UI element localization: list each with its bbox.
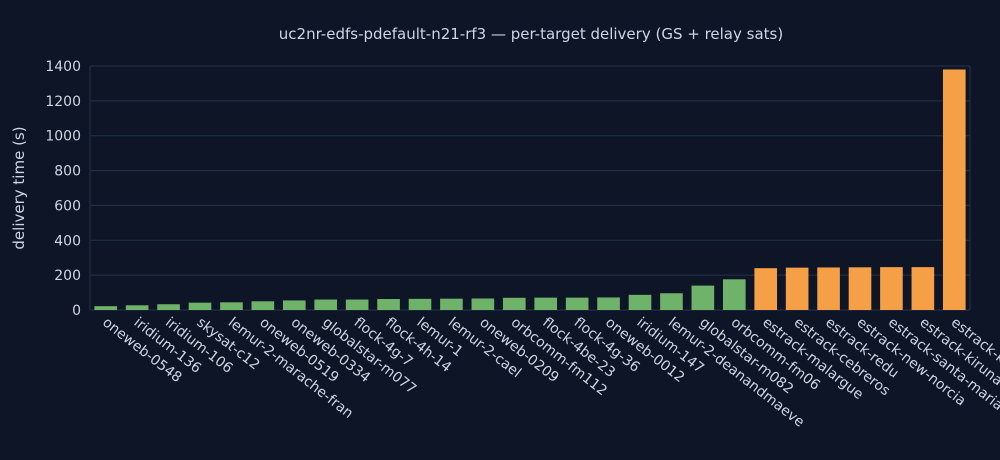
bar-flock-4be-23[interactable] (534, 297, 558, 310)
bar-orbcomm-fm112[interactable] (502, 297, 526, 310)
bar-oneweb-0334[interactable] (282, 300, 306, 310)
y-axis-label: delivery time (s) (10, 126, 28, 249)
bar-flock-4g-36[interactable] (565, 297, 589, 310)
bar-flock-4h-14[interactable] (377, 299, 400, 310)
bar-estrack-malargue[interactable] (754, 268, 778, 310)
y-tick-layer: 0 200 400 600 800 1000 1200 1400 (45, 59, 81, 319)
bar-estrack-redu[interactable] (817, 267, 840, 310)
y-tick-label: 1200 (45, 94, 81, 110)
bar-oneweb-0548[interactable] (94, 306, 118, 310)
bar-estrack-new-norcia[interactable] (848, 267, 872, 310)
bar-oneweb-0519[interactable] (251, 301, 275, 310)
y-tick-label: 400 (54, 233, 81, 249)
y-tick-label: 1400 (45, 59, 81, 75)
bar-oneweb-0209[interactable] (471, 298, 495, 310)
bar-lemur-1[interactable] (408, 298, 432, 310)
y-tick-label: 1000 (45, 129, 81, 145)
bar-lemur-2-deanandmaeve[interactable] (660, 293, 683, 310)
bar-layer (94, 69, 966, 310)
bar-iridium-147[interactable] (628, 294, 652, 310)
bar-iridium-106[interactable] (157, 304, 180, 310)
y-tick-label: 0 (72, 303, 81, 319)
bar-globalstar-m082[interactable] (691, 285, 715, 310)
y-tick-label: 600 (54, 198, 81, 214)
bar-oneweb-0012[interactable] (597, 297, 620, 310)
bar-lemur-2-marache-fran[interactable] (220, 302, 243, 310)
bar-skysat-c12[interactable] (188, 302, 212, 310)
bar-estrack-santa-maria[interactable] (880, 267, 903, 310)
grid-layer (89, 65, 971, 311)
x-tick-layer: oneweb-0548iridium-136iridium-106skysat-… (99, 315, 1000, 431)
bar-orbcomm-fm06[interactable] (722, 279, 746, 310)
bar-globalstar-m077[interactable] (314, 299, 338, 310)
bar-estrack-cebreros[interactable] (785, 267, 809, 310)
bar-estrack-kiruna[interactable] (911, 267, 935, 310)
bar-iridium-136[interactable] (125, 305, 149, 310)
y-tick-label: 200 (54, 268, 81, 284)
bar-flock-4g-7[interactable] (345, 299, 369, 310)
bar-estrack-k[interactable] (942, 69, 966, 310)
chart-title: uc2nr-edfs-pdefault-n21-rf3 — per-target… (279, 25, 783, 43)
bar-lemur-2-cael[interactable] (440, 298, 463, 310)
y-tick-label: 800 (54, 164, 81, 180)
